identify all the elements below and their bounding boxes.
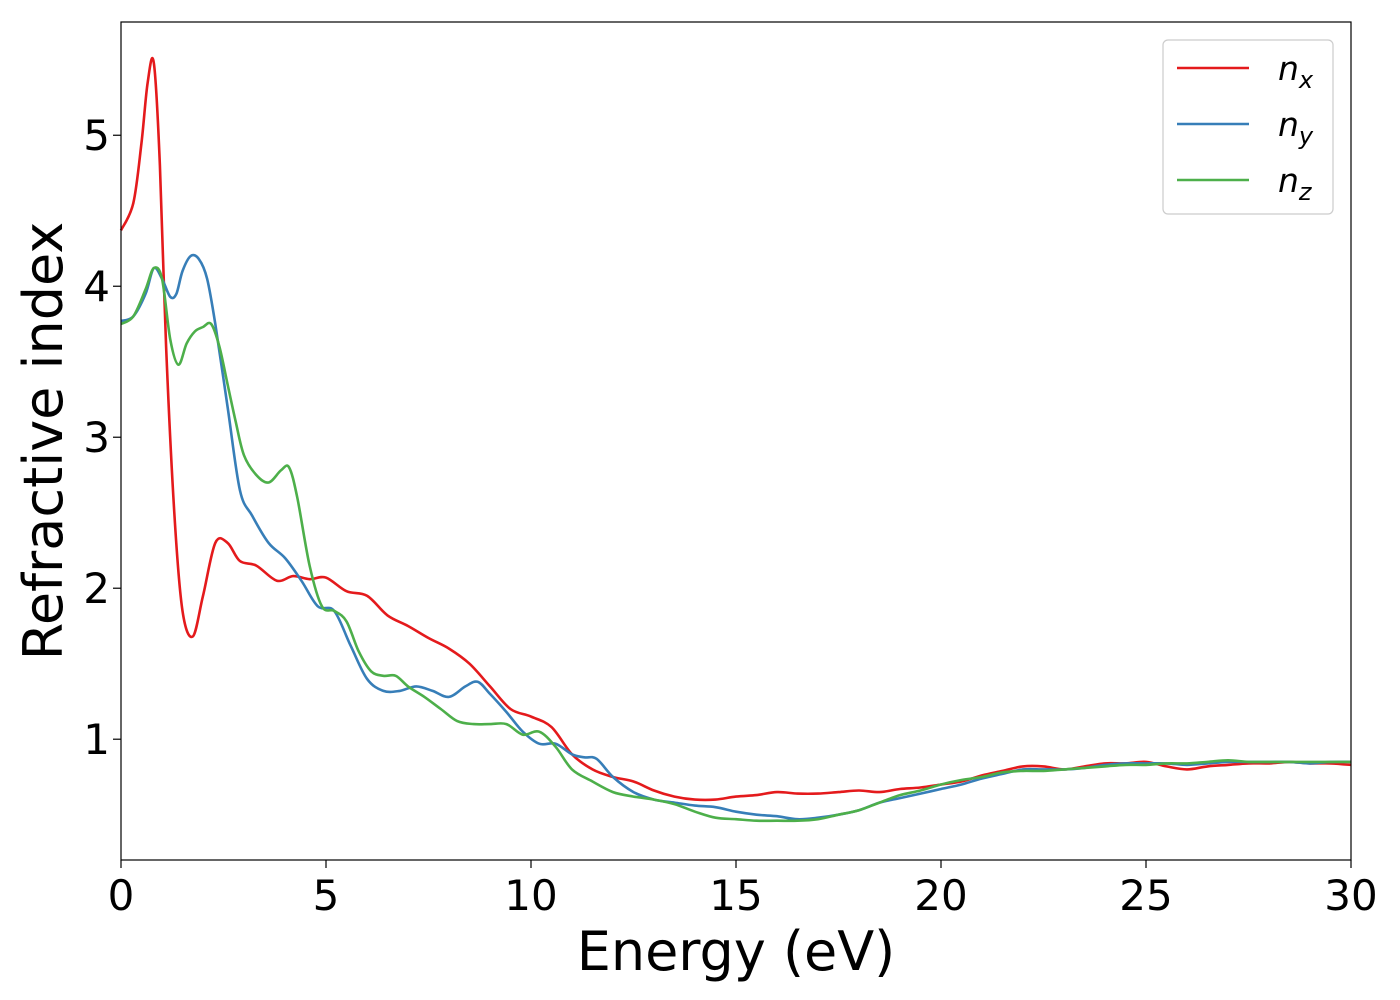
series-lines [119, 56, 1352, 823]
series-line-y [120, 253, 1352, 821]
x-tick-label: 5 [313, 871, 340, 920]
x-tick-label: 10 [504, 871, 557, 920]
series-line-z [120, 266, 1351, 823]
legend: nx ny nz [1162, 39, 1334, 215]
x-tick-label: 25 [1119, 871, 1172, 920]
y-tick-label: 4 [83, 262, 110, 311]
x-tick-label: 15 [709, 871, 762, 920]
x-axis-label: Energy (eV) [577, 920, 896, 983]
y-tick-label: 3 [83, 413, 110, 462]
x-tick-label: 0 [108, 871, 135, 920]
y-axis-ticks: 1 2 3 4 5 [83, 111, 121, 764]
y-tick-label: 2 [83, 564, 110, 613]
legend-box [1162, 39, 1334, 215]
y-axis-label: Refractive index [12, 222, 75, 661]
y-tick-label: 1 [83, 715, 110, 764]
x-tick-label: 20 [914, 871, 967, 920]
legend-label-x: nx [1278, 49, 1314, 94]
legend-label-z: nz [1278, 161, 1313, 206]
y-tick-label: 5 [83, 111, 110, 160]
x-tick-label: 30 [1324, 871, 1377, 920]
x-axis-ticks: 0 5 10 15 20 25 30 [108, 860, 1378, 920]
legend-label-y: ny [1278, 105, 1314, 150]
